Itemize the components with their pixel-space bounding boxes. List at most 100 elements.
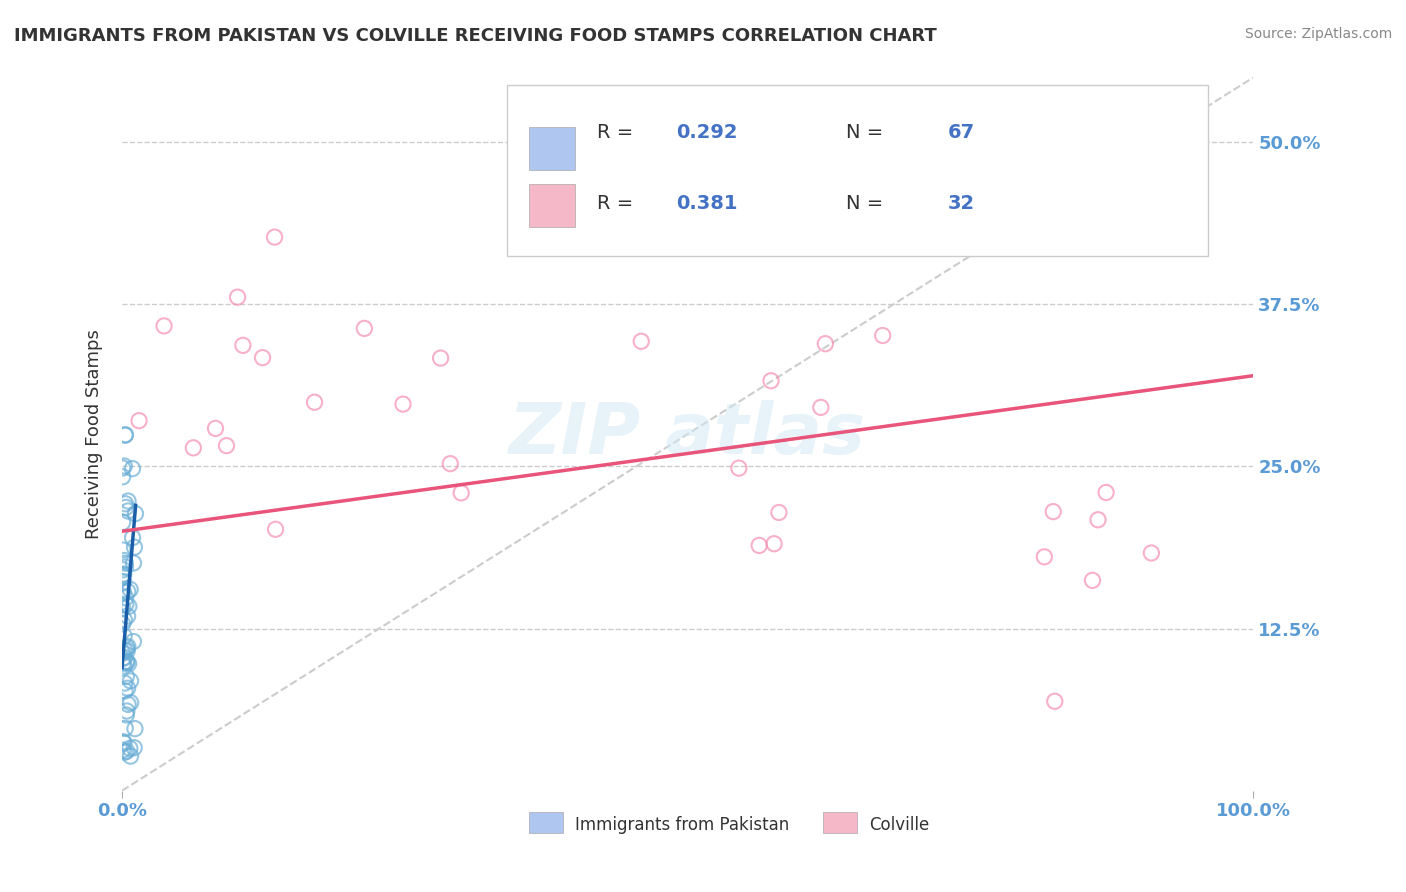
Text: ZIP atlas: ZIP atlas <box>509 400 866 468</box>
Immigrants from Pakistan <box>115 500 138 515</box>
FancyBboxPatch shape <box>529 185 575 227</box>
Colville <box>728 461 751 475</box>
FancyBboxPatch shape <box>824 812 858 833</box>
Immigrants from Pakistan <box>111 743 134 757</box>
Immigrants from Pakistan <box>111 601 134 615</box>
Immigrants from Pakistan <box>120 696 142 710</box>
Immigrants from Pakistan <box>112 458 135 473</box>
Text: N =: N = <box>846 123 890 142</box>
Colville <box>128 414 150 428</box>
Colville <box>439 457 461 471</box>
Immigrants from Pakistan <box>114 428 136 442</box>
Immigrants from Pakistan <box>111 543 134 558</box>
Colville <box>263 230 285 244</box>
Colville <box>810 401 832 415</box>
Text: 0.292: 0.292 <box>676 123 738 142</box>
Immigrants from Pakistan <box>121 531 143 545</box>
Immigrants from Pakistan <box>117 657 139 671</box>
Text: 32: 32 <box>948 194 974 213</box>
Colville <box>153 318 176 333</box>
Text: R =: R = <box>598 194 640 213</box>
Text: Source: ZipAtlas.com: Source: ZipAtlas.com <box>1244 27 1392 41</box>
Immigrants from Pakistan <box>117 640 139 654</box>
Colville <box>748 538 770 552</box>
Immigrants from Pakistan <box>114 721 136 735</box>
Immigrants from Pakistan <box>111 516 134 530</box>
Immigrants from Pakistan <box>118 741 141 756</box>
Immigrants from Pakistan <box>115 656 138 670</box>
Text: IMMIGRANTS FROM PAKISTAN VS COLVILLE RECEIVING FOOD STAMPS CORRELATION CHART: IMMIGRANTS FROM PAKISTAN VS COLVILLE REC… <box>14 27 936 45</box>
Colville <box>759 374 782 388</box>
Immigrants from Pakistan <box>114 643 136 657</box>
Immigrants from Pakistan <box>111 651 134 665</box>
Immigrants from Pakistan <box>115 669 138 683</box>
Colville <box>1081 574 1104 588</box>
Immigrants from Pakistan <box>115 598 138 612</box>
Immigrants from Pakistan <box>115 744 138 758</box>
Colville <box>630 334 652 349</box>
Immigrants from Pakistan <box>124 507 146 521</box>
Text: Colville: Colville <box>869 816 929 834</box>
FancyBboxPatch shape <box>529 128 575 170</box>
Colville <box>264 522 287 536</box>
Immigrants from Pakistan <box>120 582 142 597</box>
Colville <box>1042 505 1064 519</box>
Immigrants from Pakistan <box>112 585 135 599</box>
Immigrants from Pakistan <box>122 556 145 570</box>
Text: N =: N = <box>846 194 890 213</box>
Immigrants from Pakistan <box>124 722 146 736</box>
Colville <box>226 290 249 304</box>
Colville <box>450 486 472 500</box>
Colville <box>429 351 451 365</box>
Colville <box>232 338 254 352</box>
Immigrants from Pakistan <box>112 563 135 577</box>
Immigrants from Pakistan <box>117 609 139 624</box>
Immigrants from Pakistan <box>112 567 135 582</box>
Immigrants from Pakistan <box>114 497 136 511</box>
Immigrants from Pakistan <box>115 704 138 718</box>
Immigrants from Pakistan <box>124 540 146 554</box>
Immigrants from Pakistan <box>120 673 142 688</box>
Colville <box>353 321 375 335</box>
Colville <box>215 439 238 453</box>
Immigrants from Pakistan <box>114 553 136 567</box>
Immigrants from Pakistan <box>118 599 141 614</box>
Immigrants from Pakistan <box>115 655 138 669</box>
Immigrants from Pakistan <box>114 745 136 759</box>
Colville <box>814 336 837 351</box>
FancyBboxPatch shape <box>506 85 1208 256</box>
Immigrants from Pakistan <box>111 461 134 475</box>
Immigrants from Pakistan <box>117 584 139 599</box>
Immigrants from Pakistan <box>115 644 138 658</box>
Colville <box>1043 694 1066 708</box>
Colville <box>1033 549 1056 564</box>
Immigrants from Pakistan <box>112 574 135 589</box>
Immigrants from Pakistan <box>117 504 139 518</box>
Immigrants from Pakistan <box>112 735 135 749</box>
Immigrants from Pakistan <box>112 736 135 750</box>
Immigrants from Pakistan <box>121 461 143 475</box>
Text: 0.381: 0.381 <box>676 194 738 213</box>
Immigrants from Pakistan <box>111 616 134 631</box>
Immigrants from Pakistan <box>115 640 138 655</box>
Immigrants from Pakistan <box>114 591 136 605</box>
Immigrants from Pakistan <box>112 629 135 643</box>
Immigrants from Pakistan <box>114 650 136 665</box>
Text: 67: 67 <box>948 123 974 142</box>
Immigrants from Pakistan <box>112 659 135 673</box>
Immigrants from Pakistan <box>122 634 145 648</box>
Colville <box>872 328 894 343</box>
Immigrants from Pakistan <box>120 749 142 764</box>
Immigrants from Pakistan <box>117 681 139 696</box>
Colville <box>768 506 790 520</box>
Colville <box>1095 485 1118 500</box>
Y-axis label: Receiving Food Stamps: Receiving Food Stamps <box>86 329 103 539</box>
Colville <box>204 421 226 435</box>
Colville <box>392 397 415 411</box>
Colville <box>1087 513 1109 527</box>
Colville <box>1140 546 1163 560</box>
Text: Immigrants from Pakistan: Immigrants from Pakistan <box>575 816 789 834</box>
Immigrants from Pakistan <box>114 427 136 442</box>
Immigrants from Pakistan <box>115 707 138 722</box>
Immigrants from Pakistan <box>114 676 136 690</box>
